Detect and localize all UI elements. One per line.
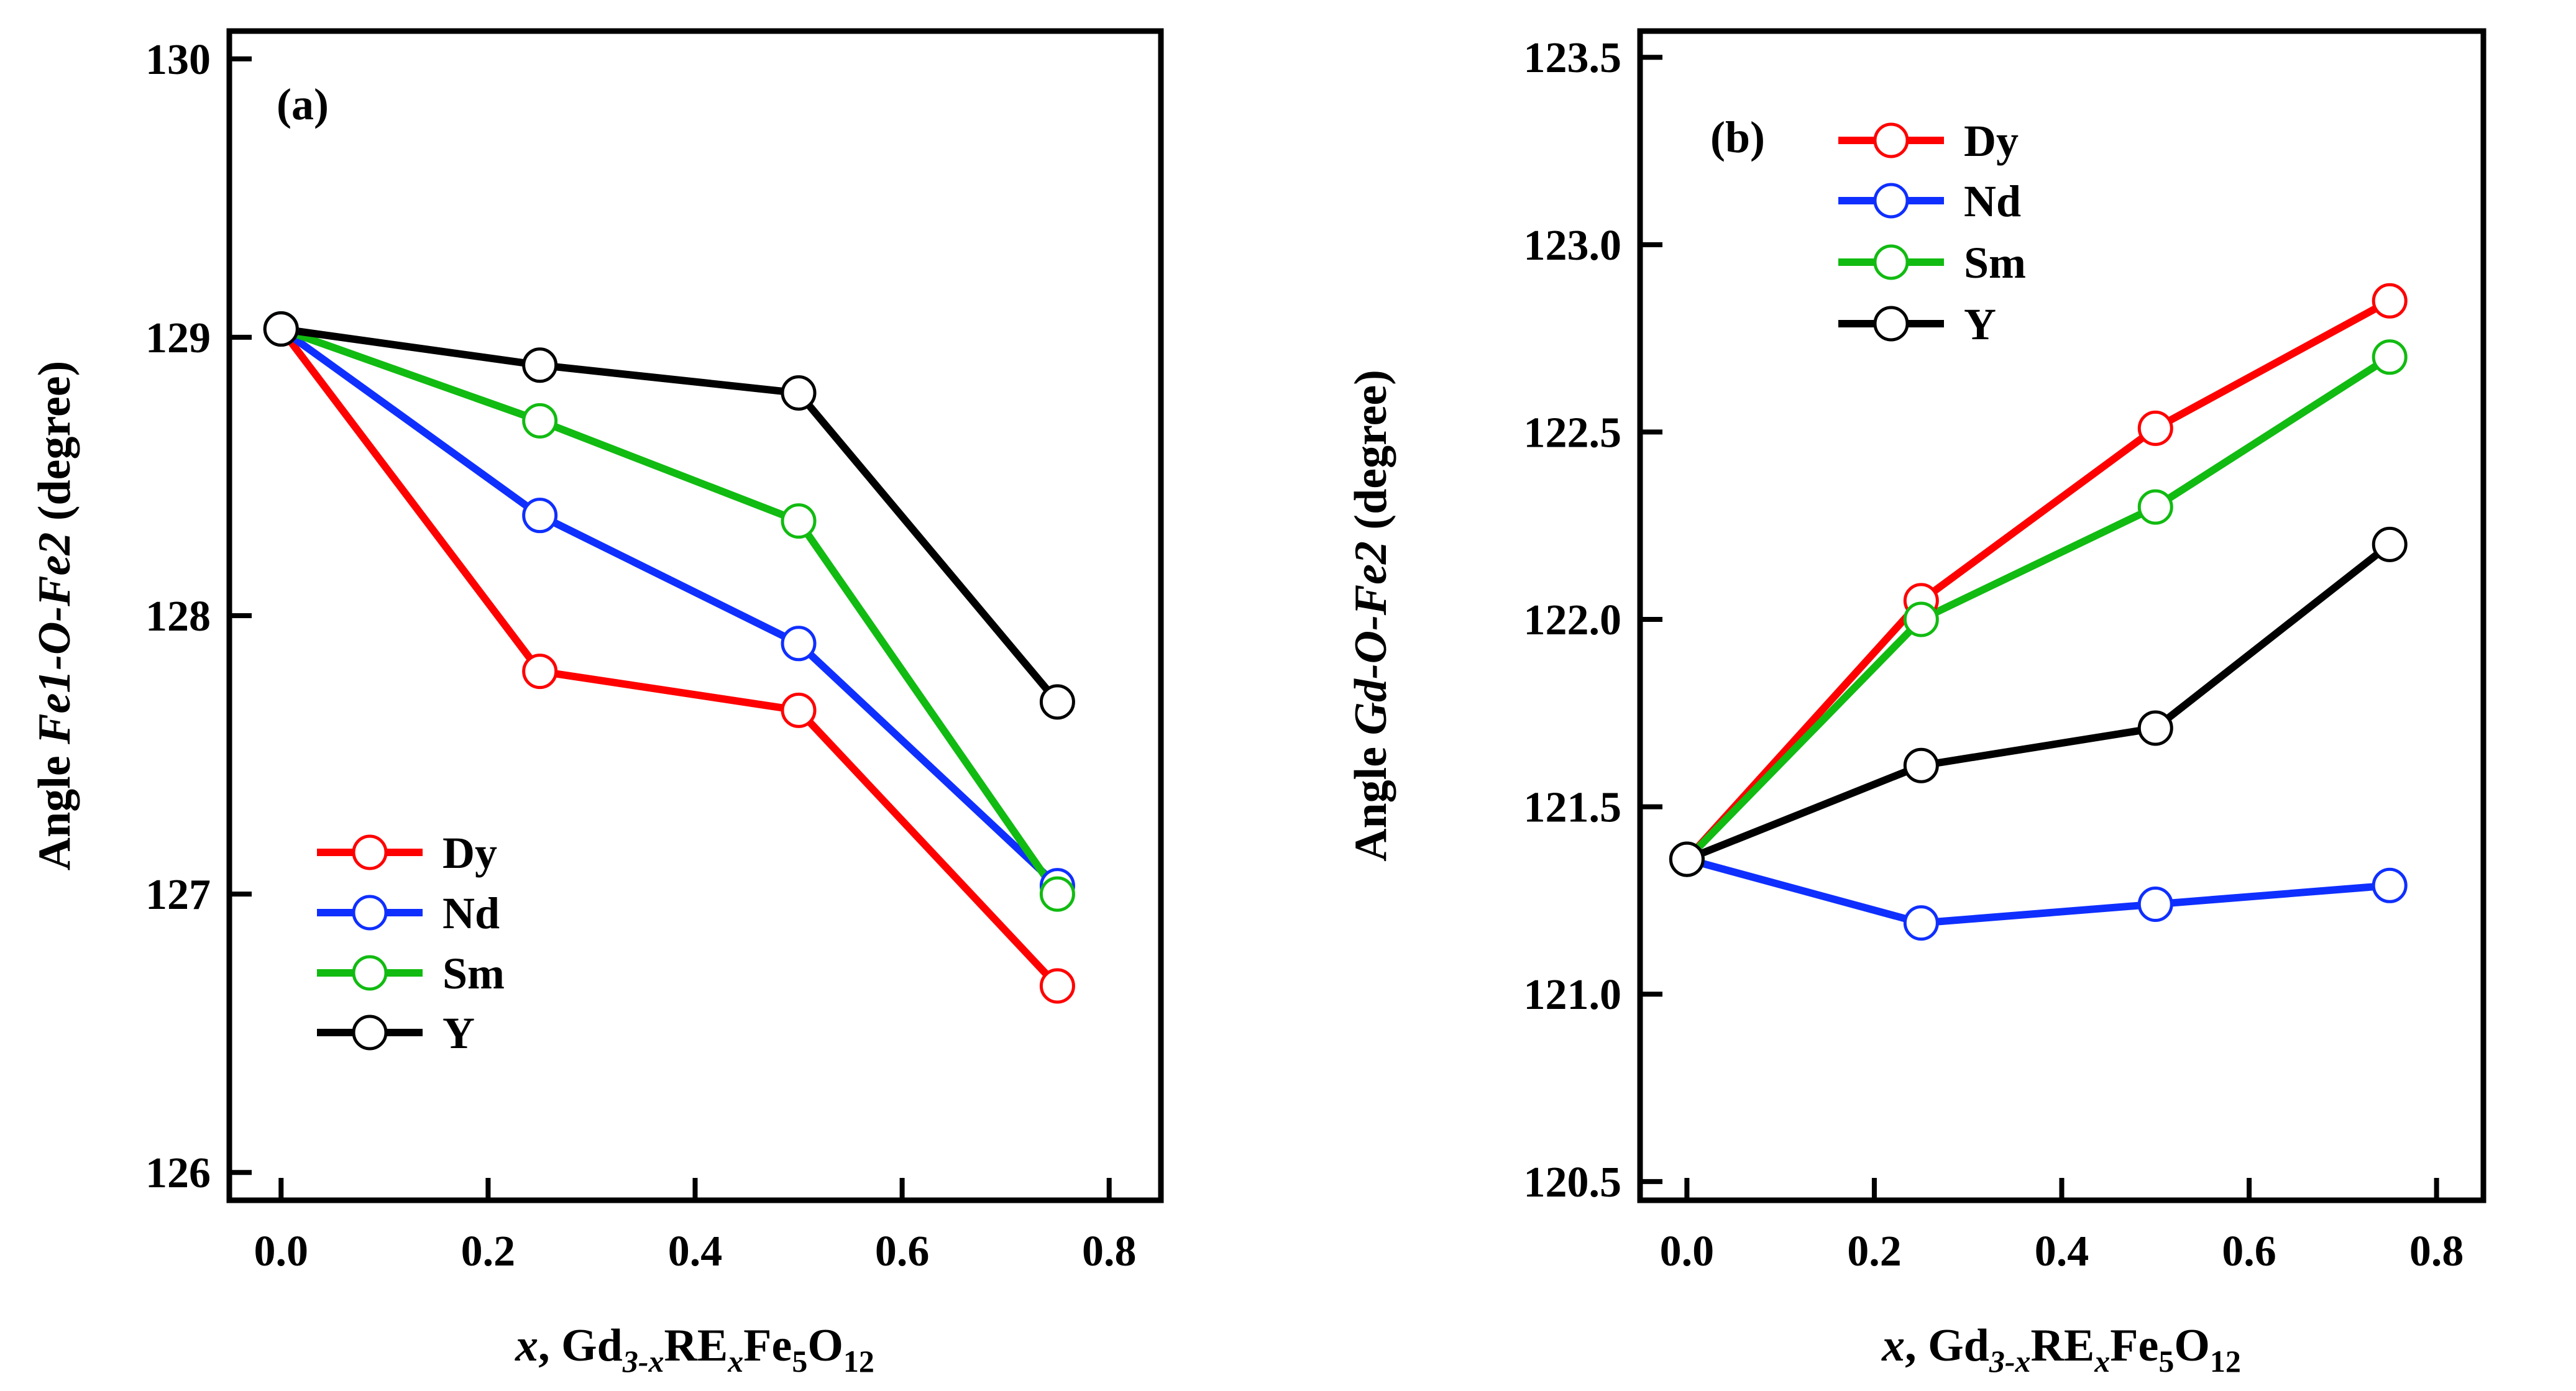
panel-b-legend-marker-y	[1873, 306, 1909, 342]
panel-a-label: (a)	[277, 80, 329, 129]
panel-b-x-tick-labels: 0.0 0.2 0.4 0.6 0.8	[1660, 1228, 2464, 1275]
panel-a-series-line-dy	[278, 326, 1060, 989]
panel-b-point-nd-1	[1903, 905, 1939, 941]
panel-a-x-axis-title: x, Gd3-xRExFe5O12	[515, 1320, 874, 1379]
panel-a-point-y-0	[263, 311, 299, 347]
panel-b-legend-label-dy: Dy	[1964, 116, 2019, 166]
panel-b-x-tick-label-0-8: 0.8	[2409, 1228, 2464, 1275]
panel-a-legend-entry-dy: Dy	[317, 828, 497, 878]
panel-a-point-sm-3	[1039, 876, 1075, 912]
panel-b-y-tick-labels: 120.5 121.0 121.5 122.0 122.5 123.0 123.5	[1524, 34, 1622, 1206]
panel-a-y-axis-title: Angle Fe1-O-Fe2 (degree)	[29, 361, 80, 871]
panel-b-legend-entry-nd: Nd	[1838, 176, 2021, 226]
panel-a-point-sm-2	[781, 503, 817, 539]
panel-b-legend: Dy Nd Sm Y	[1838, 116, 2026, 349]
panel-a-point-nd-1	[522, 498, 558, 534]
panel-a-point-sm-1	[522, 403, 558, 439]
panel-a-point-dy-1	[522, 654, 558, 690]
panel-b-point-y-0	[1669, 841, 1705, 877]
panel-b-point-sm-1	[1903, 601, 1939, 637]
panel-b-y-axis-title: Angle Gd-O-Fe2 (degree)	[1345, 370, 1396, 862]
panel-a-y-tick-label-126: 126	[145, 1149, 211, 1197]
panel-a-x-tick-label-0-2: 0.2	[461, 1228, 516, 1275]
panel-b-legend-entry-sm: Sm	[1838, 238, 2026, 288]
panel-b-series-layer	[1669, 283, 2408, 941]
panel-b-series-line-sm	[1684, 353, 2392, 862]
panel-b-x-tick-label-0-4: 0.4	[2035, 1228, 2089, 1275]
panel-b-legend-label-nd: Nd	[1964, 176, 2021, 226]
panel-b-series-line-nd	[1685, 855, 2390, 927]
panel-b-label: (b)	[1710, 112, 1765, 162]
panel-a-y-tick-labels: 126 127 128 129 130	[145, 36, 211, 1197]
panel-b-y-tick-label-123-5: 123.5	[1524, 34, 1622, 82]
panel-a-point-dy-3	[1039, 968, 1075, 1004]
panel-a-x-tick-label-0-0: 0.0	[254, 1228, 309, 1275]
panel-b-y-tick-label-120-5: 120.5	[1524, 1159, 1622, 1206]
panel-a-legend-entry-y: Y	[317, 1008, 475, 1058]
panel-a-series-line-nd	[278, 326, 1060, 889]
panel-b-y-tick-label-122-5: 122.5	[1524, 409, 1622, 457]
panel-a-x-tick-label-0-6: 0.6	[875, 1228, 930, 1275]
panel-a-x-tick-label-0-4: 0.4	[668, 1228, 723, 1275]
panel-b-series-line-dy	[1684, 298, 2392, 862]
panel-a-point-y-2	[781, 375, 817, 411]
panel-b-point-nd-3	[2372, 867, 2408, 903]
panel-b-point-dy-2	[2137, 410, 2173, 446]
panel-a-legend-marker-y	[352, 1015, 388, 1051]
panel-a-legend-marker-sm	[352, 955, 388, 991]
panel-b-point-y-3	[2372, 526, 2408, 562]
panel-b-legend-marker-sm	[1873, 244, 1909, 280]
panel-a-point-dy-2	[781, 692, 817, 728]
panel-a-legend-label-sm: Sm	[442, 949, 505, 998]
panel-b-legend-label-y: Y	[1964, 299, 1996, 349]
panel-b-legend-entry-y: Y	[1838, 299, 1996, 349]
panel-a-legend-entry-nd: Nd	[317, 888, 500, 938]
panel-a: 126 127 128 129 130 0.0 0.2 0.4 0.6 0.8 (a) Angl…	[29, 28, 1164, 1379]
panel-b-point-sm-3	[2372, 339, 2408, 375]
panel-a-legend-entry-sm: Sm	[317, 949, 505, 998]
panel-a-y-tick-label-127: 127	[145, 871, 211, 919]
panel-b-y-tick-label-121-0: 121.0	[1524, 971, 1622, 1019]
panel-a-tick-marks	[229, 56, 1112, 1200]
panel-b-point-y-1	[1903, 747, 1939, 783]
panel-a-legend-label-nd: Nd	[442, 888, 500, 938]
panel-b-tick-marks	[1640, 55, 2439, 1200]
panel-b-series-line-y	[1685, 541, 2392, 863]
panel-b-point-sm-2	[2137, 489, 2173, 525]
panel-b-point-y-2	[2137, 710, 2173, 746]
panel-b-x-tick-label-0-0: 0.0	[1660, 1228, 1715, 1275]
panel-b-legend-entry-dy: Dy	[1838, 116, 2019, 166]
panel-b-x-tick-label-0-2: 0.2	[1847, 1228, 1902, 1275]
panel-a-y-tick-label-128: 128	[145, 593, 211, 641]
panel-a-series-layer	[263, 311, 1075, 1004]
panel-b-legend-marker-dy	[1873, 122, 1909, 158]
panel-a-y-tick-label-129: 129	[145, 314, 211, 362]
panel-a-legend: Dy Nd Sm Y	[317, 828, 505, 1058]
panel-b-legend-marker-nd	[1873, 183, 1909, 219]
panel-b-y-tick-label-121-5: 121.5	[1524, 784, 1622, 832]
panel-b-y-tick-label-122-0: 122.0	[1524, 596, 1622, 644]
panel-a-legend-marker-dy	[352, 834, 388, 870]
panel-a-x-tick-labels: 0.0 0.2 0.4 0.6 0.8	[254, 1228, 1137, 1275]
panel-b-legend-label-sm: Sm	[1964, 238, 2026, 288]
panel-a-legend-marker-nd	[352, 895, 388, 931]
panel-a-point-nd-2	[781, 626, 817, 662]
panel-a-point-y-1	[522, 347, 558, 383]
panel-a-legend-label-y: Y	[442, 1008, 475, 1058]
panel-b-plot-frame	[1637, 28, 2487, 1203]
panel-a-series-line-sm	[280, 325, 1061, 896]
panel-a-y-tick-label-130: 130	[145, 36, 211, 84]
panel-a-point-y-3	[1039, 684, 1075, 720]
panel-a-legend-label-dy: Dy	[442, 828, 497, 878]
panel-b-point-nd-2	[2137, 886, 2173, 922]
panel-b-x-tick-label-0-6: 0.6	[2222, 1228, 2276, 1275]
panel-b-y-tick-label-123-0: 123.0	[1524, 222, 1622, 270]
panel-a-series-line-y	[280, 325, 1061, 705]
panel-b-point-dy-3	[2372, 283, 2408, 319]
panel-b-x-axis-title: x, Gd3-xRExFe5O12	[1881, 1320, 2241, 1379]
panel-a-x-tick-label-0-8: 0.8	[1082, 1228, 1137, 1275]
